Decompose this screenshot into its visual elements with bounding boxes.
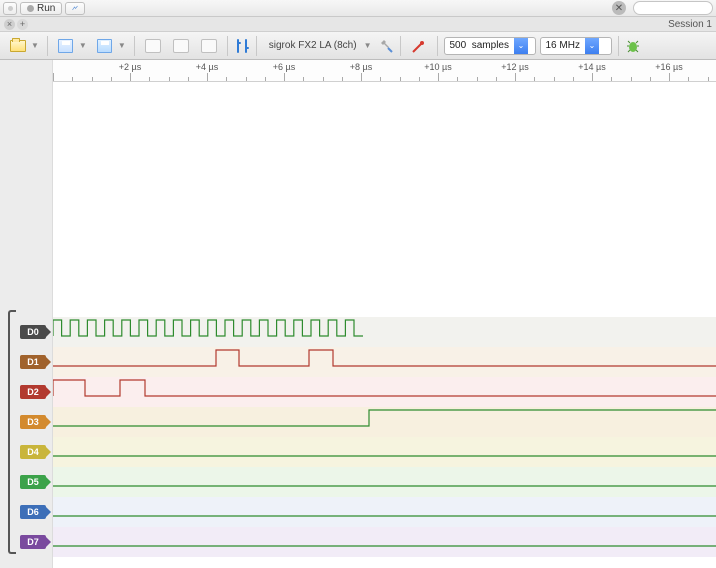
new-button[interactable] bbox=[6, 35, 30, 57]
channel-row-D0[interactable] bbox=[53, 317, 716, 347]
channel-row-D3[interactable] bbox=[53, 407, 716, 437]
channel-row-D7[interactable] bbox=[53, 527, 716, 557]
toolbtn-3[interactable] bbox=[197, 35, 221, 57]
separator bbox=[47, 36, 48, 56]
chevron-down-icon: ⌄ bbox=[514, 38, 528, 54]
main-toolbar: ▼ ▼ ▼ sigrok FX2 LA (8ch) ▼ 500 samples … bbox=[0, 32, 716, 60]
clear-button[interactable]: ✕ bbox=[612, 1, 626, 15]
ruler-label: +10 µs bbox=[424, 62, 451, 72]
dropdown-icon[interactable]: ▼ bbox=[79, 41, 87, 50]
channel-label-D2[interactable]: D2 bbox=[20, 385, 46, 399]
channel-bracket bbox=[8, 310, 16, 554]
run-button[interactable]: Run bbox=[20, 2, 62, 15]
close-session-icon[interactable]: × bbox=[4, 19, 15, 30]
waveform-view[interactable]: +2 µs +4 µs +6 µs +8 µs +10 µs +12 µs +14 µs +1… bbox=[52, 60, 716, 568]
channel-row-D6[interactable] bbox=[53, 497, 716, 527]
probe-button[interactable] bbox=[407, 35, 431, 57]
channel-label-D5[interactable]: D5 bbox=[20, 475, 46, 489]
channel-row-D2[interactable] bbox=[53, 377, 716, 407]
channel-row-D5[interactable] bbox=[53, 467, 716, 497]
configure-button[interactable] bbox=[378, 38, 394, 54]
ruler-label: +8 µs bbox=[350, 62, 372, 72]
search-input[interactable] bbox=[633, 1, 713, 15]
separator bbox=[256, 36, 257, 56]
chevron-down-icon: ⌄ bbox=[585, 38, 599, 54]
separator bbox=[618, 36, 619, 56]
ruler-label: +6 µs bbox=[273, 62, 295, 72]
run-label: Run bbox=[37, 3, 55, 14]
session-label: Session 1 bbox=[668, 19, 712, 30]
open-button[interactable] bbox=[54, 35, 78, 57]
toolbar-extra-button[interactable] bbox=[65, 2, 85, 15]
time-ruler[interactable]: +2 µs +4 µs +6 µs +8 µs +10 µs +12 µs +14 µs +1… bbox=[53, 60, 716, 82]
ruler-label: +16 µs bbox=[655, 62, 682, 72]
ruler-label: +2 µs bbox=[119, 62, 141, 72]
traffic-lights[interactable] bbox=[3, 2, 17, 15]
window-topstrip: Run ✕ bbox=[0, 0, 716, 17]
device-selector[interactable]: sigrok FX2 LA (8ch) bbox=[263, 40, 363, 51]
channel-label-D6[interactable]: D6 bbox=[20, 505, 46, 519]
separator bbox=[400, 36, 401, 56]
channels-button[interactable] bbox=[234, 38, 250, 54]
add-session-icon[interactable]: + bbox=[17, 19, 28, 30]
ruler-label: +12 µs bbox=[501, 62, 528, 72]
decoder-button[interactable] bbox=[625, 38, 641, 54]
channel-row-D4[interactable] bbox=[53, 437, 716, 467]
channel-label-D7[interactable]: D7 bbox=[20, 535, 46, 549]
dropdown-icon[interactable]: ▼ bbox=[118, 41, 126, 50]
separator bbox=[227, 36, 228, 56]
main-area: D0 D1 D2 D3 D4 D5 D6 D7 +2 µs +4 µs +6 µs +8 µs +10… bbox=[0, 60, 716, 568]
ruler-label: +14 µs bbox=[578, 62, 605, 72]
toolbtn-2[interactable] bbox=[169, 35, 193, 57]
toolbtn-1[interactable] bbox=[141, 35, 165, 57]
ruler-label: +4 µs bbox=[196, 62, 218, 72]
dropdown-icon[interactable]: ▼ bbox=[364, 41, 372, 50]
tab-bar: × + Session 1 bbox=[0, 17, 716, 32]
separator bbox=[437, 36, 438, 56]
channel-gutter: D0 D1 D2 D3 D4 D5 D6 D7 bbox=[0, 60, 52, 568]
channel-label-D3[interactable]: D3 bbox=[20, 415, 46, 429]
sample-count-select[interactable]: 500 samples ⌄ bbox=[444, 37, 536, 55]
separator bbox=[134, 36, 135, 56]
channel-label-D4[interactable]: D4 bbox=[20, 445, 46, 459]
dropdown-icon[interactable]: ▼ bbox=[31, 41, 39, 50]
channel-label-D1[interactable]: D1 bbox=[20, 355, 46, 369]
channel-label-D0[interactable]: D0 bbox=[20, 325, 46, 339]
save-button[interactable] bbox=[93, 35, 117, 57]
channel-row-D1[interactable] bbox=[53, 347, 716, 377]
sample-rate-select[interactable]: 16 MHz ⌄ bbox=[540, 37, 612, 55]
